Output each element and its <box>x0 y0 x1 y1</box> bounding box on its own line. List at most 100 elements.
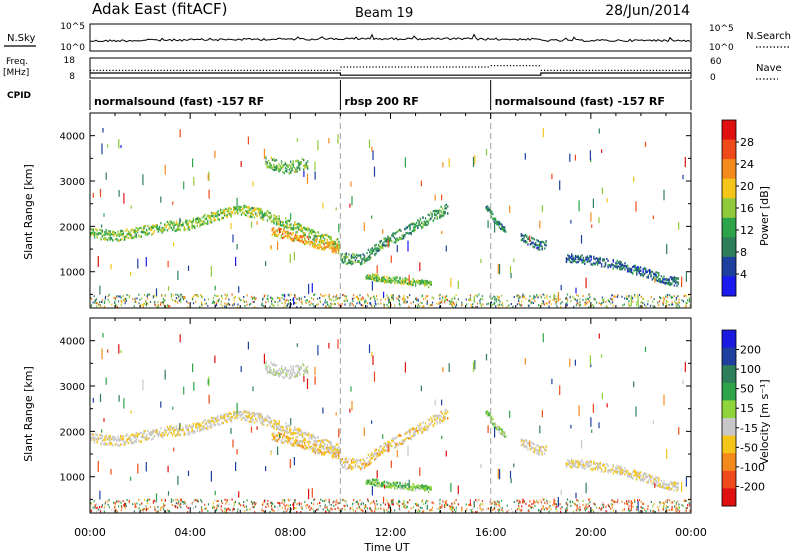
echo-velocity-cell <box>367 463 370 466</box>
echo-power-cell <box>361 262 363 265</box>
echo-velocity-cell <box>395 445 397 448</box>
echo-velocity-cell <box>353 461 355 464</box>
echo-power-cell <box>333 244 335 247</box>
sparse-power-cell <box>164 164 166 175</box>
echo-velocity-cell <box>269 421 271 424</box>
near-range-power-cell <box>584 301 586 304</box>
echo-velocity-cell <box>308 440 310 443</box>
near-range-power-cell <box>132 298 134 301</box>
echo-velocity-cell <box>544 452 546 455</box>
echo-velocity-cell <box>659 482 661 486</box>
echo-velocity-cell <box>134 440 136 443</box>
near-range-power-cell <box>626 297 628 300</box>
echo-velocity-cell <box>380 444 383 448</box>
echo-power-cell <box>387 238 389 241</box>
echo-power-cell <box>541 240 543 243</box>
echo-velocity-cell <box>414 485 417 489</box>
echo-velocity-cell <box>315 443 318 446</box>
echo-velocity-cell <box>374 457 376 461</box>
sparse-power-cell <box>441 230 443 235</box>
echo-power-cell <box>267 159 270 162</box>
echo-velocity-cell <box>409 430 411 433</box>
echo-velocity-cell <box>645 476 647 479</box>
echo-velocity-cell <box>188 433 191 436</box>
echo-power-cell <box>284 167 287 170</box>
sparse-power-cell <box>328 137 330 144</box>
echo-power-cell <box>125 235 127 238</box>
near-range-power-cell <box>236 306 239 308</box>
echo-velocity-cell <box>327 448 329 451</box>
sparse-power-cell <box>510 273 512 279</box>
echo-velocity-cell <box>624 469 626 473</box>
near-range-power-cell <box>471 305 473 308</box>
echo-power-cell <box>210 221 213 224</box>
echo-power-cell <box>675 281 677 284</box>
echo-power-cell <box>318 245 320 249</box>
near-range-power-cell <box>267 294 269 297</box>
echo-velocity-cell <box>266 371 268 374</box>
echo-velocity-cell <box>297 444 299 447</box>
echo-power-cell <box>274 159 276 162</box>
near-range-power-cell <box>277 304 279 307</box>
near-range-power-cell <box>157 305 159 308</box>
echo-velocity-cell <box>230 416 232 419</box>
echo-power-cell <box>130 229 132 232</box>
sparse-power-cell <box>551 173 553 180</box>
echo-velocity-cell <box>329 440 331 443</box>
near-range-power-cell <box>353 294 355 296</box>
near-range-power-cell <box>614 295 616 298</box>
echo-power-cell <box>408 283 410 286</box>
echo-velocity-cell <box>413 427 415 430</box>
echo-power-cell <box>329 237 331 240</box>
echo-power-cell <box>109 236 111 239</box>
echo-power-cell <box>411 283 413 286</box>
sparse-power-cell <box>322 202 324 209</box>
echo-power-cell <box>322 248 324 251</box>
echo-velocity-cell <box>116 443 118 446</box>
echo-power-cell <box>210 218 213 221</box>
echo-velocity-cell <box>262 423 265 426</box>
echo-power-cell <box>204 218 206 221</box>
echo-power-cell <box>520 233 523 236</box>
echo-velocity-cell <box>287 440 289 443</box>
echo-velocity-cell <box>502 431 504 434</box>
sparse-power-cell <box>314 161 316 171</box>
echo-velocity-cell <box>307 431 309 435</box>
echo-power-cell <box>209 219 211 222</box>
echo-power-cell <box>106 232 109 235</box>
echo-power-cell <box>127 236 130 239</box>
echo-power-cell <box>304 226 306 229</box>
near-range-power-cell <box>510 303 512 305</box>
near-range-power-cell <box>666 304 668 307</box>
echo-velocity-cell <box>329 449 331 452</box>
near-range-power-cell <box>687 299 689 302</box>
echo-power-cell <box>297 161 300 164</box>
echo-velocity-cell <box>188 430 191 434</box>
echo-power-cell <box>399 281 401 284</box>
echo-velocity-cell <box>385 444 388 447</box>
near-range-power-cell <box>269 305 271 308</box>
near-range-power-cell <box>103 302 105 304</box>
echo-power-cell <box>652 277 655 280</box>
echo-power-cell <box>394 281 396 284</box>
near-range-power-cell <box>576 294 578 297</box>
echo-power-cell <box>341 253 344 256</box>
echo-velocity-cell <box>616 467 618 470</box>
echo-power-cell <box>538 245 541 248</box>
near-range-power-cell <box>525 297 527 300</box>
echo-velocity-cell <box>297 371 300 374</box>
echo-power-cell <box>385 281 387 284</box>
echo-velocity-cell <box>381 483 383 486</box>
echo-power-cell <box>320 236 322 239</box>
echo-power-cell <box>447 212 449 215</box>
near-range-power-cell <box>445 297 447 300</box>
near-range-power-cell <box>398 295 400 298</box>
echo-velocity-cell <box>500 432 502 435</box>
echo-velocity-cell <box>340 459 342 462</box>
echo-velocity-cell <box>359 459 362 462</box>
near-range-power-cell <box>319 300 321 302</box>
echo-power-cell <box>288 171 291 174</box>
echo-velocity-cell <box>269 371 271 374</box>
echo-velocity-cell <box>284 372 287 375</box>
echo-power-cell <box>247 206 249 209</box>
